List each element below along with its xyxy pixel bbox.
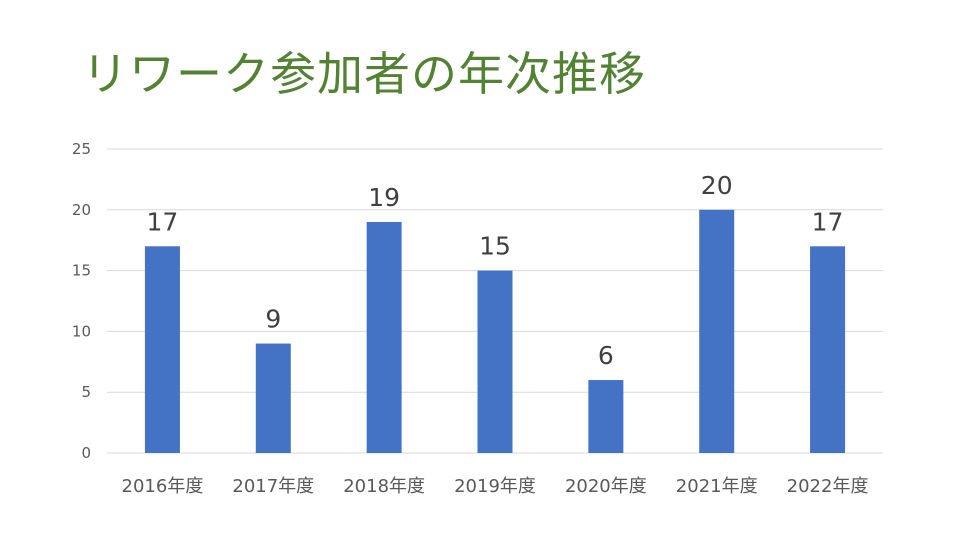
x-axis-categories: 2016年度 2017年度 2018年度 2019年度 2020年度 2021年度 2022… [122,476,869,497]
x-category-label: 2017年度 [232,476,314,497]
data-label: 19 [368,183,400,212]
y-tick-label: 10 [72,322,91,340]
bar [144,246,180,453]
slide-title: リワーク参加者の年次推移 [82,47,646,101]
data-labels: 17 9 19 15 6 20 17 [147,171,844,370]
y-axis-ticks: 0 5 10 15 20 25 [72,140,91,462]
bar [810,246,846,453]
x-category-label: 2019年度 [454,476,536,497]
y-tick-label: 20 [72,201,91,219]
y-tick-label: 15 [72,262,91,280]
bars [144,209,846,453]
x-category-label: 2016年度 [122,476,204,497]
data-label: 6 [598,341,614,370]
y-tick-label: 25 [72,140,91,158]
bar [588,380,624,453]
data-label: 9 [265,305,281,334]
x-category-label: 2022年度 [787,476,869,497]
x-category-label: 2021年度 [676,476,758,497]
bar [477,270,513,453]
y-tick-label: 5 [81,383,91,401]
data-label: 20 [701,171,733,200]
bar [255,343,291,453]
x-category-label: 2020年度 [565,476,647,497]
data-label: 17 [147,207,179,236]
bar [366,221,402,453]
bar [699,209,735,453]
data-label: 17 [812,207,844,236]
x-category-label: 2018年度 [343,476,425,497]
data-label: 15 [479,232,511,261]
y-tick-label: 0 [81,444,91,462]
